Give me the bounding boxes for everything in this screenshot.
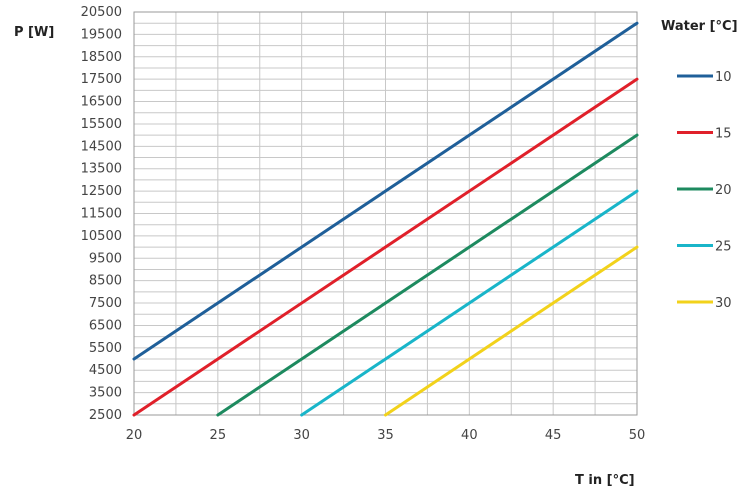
series-line-15 [132,77,639,417]
legend-label-30: 30 [715,296,732,311]
y-tick-label: 6500 [89,318,122,333]
y-tick-label: 12500 [81,184,122,199]
y-tick-label: 3500 [89,386,122,401]
legend-label-25: 25 [715,240,732,255]
series-line-25 [300,189,639,417]
x-tick-label: 35 [377,428,394,443]
x-tick-label: 30 [293,428,310,443]
legend-label-15: 15 [715,127,732,142]
legend-label-10: 10 [715,70,732,85]
y-tick-label: 17500 [81,72,122,87]
x-tick-label: 40 [461,428,478,443]
y-tick-label: 19500 [81,27,122,42]
y-tick-label: 15500 [81,117,122,132]
y-tick-label: 7500 [89,296,122,311]
y-tick-label: 14500 [81,139,122,154]
y-tick-label: 16500 [81,95,122,110]
series-line-30 [384,245,639,417]
y-tick-label: 2500 [89,408,122,423]
x-tick-label: 20 [126,428,143,443]
x-tick-label: 50 [629,428,646,443]
y-tick-label: 8500 [89,274,122,289]
y-tick-label: 13500 [81,162,122,177]
series-line-10 [132,21,639,361]
series-line-20 [216,133,639,417]
series-lines [132,21,639,417]
x-axis-ticks: 20 25 30 35 40 45 50 [126,428,646,443]
y-tick-label: 4500 [89,363,122,378]
y-tick-label: 18500 [81,50,122,65]
y-tick-label: 9500 [89,251,122,266]
y-tick-label: 11500 [81,207,122,222]
y-axis-title: P [W] [14,25,54,40]
x-tick-label: 25 [210,428,227,443]
y-axis-ticks: 2500 3500 4500 5500 6500 7500 8500 9500 10500 115… [81,5,122,423]
legend-label-20: 20 [715,183,732,198]
y-tick-label: 5500 [89,341,122,356]
x-tick-label: 45 [545,428,562,443]
y-tick-label: 20500 [81,5,122,20]
x-axis-title: T in [°C] [575,473,635,488]
legend-title: Water [°C] [661,19,738,34]
legend: 10 15 20 25 30 [677,70,732,311]
y-tick-label: 10500 [81,229,122,244]
